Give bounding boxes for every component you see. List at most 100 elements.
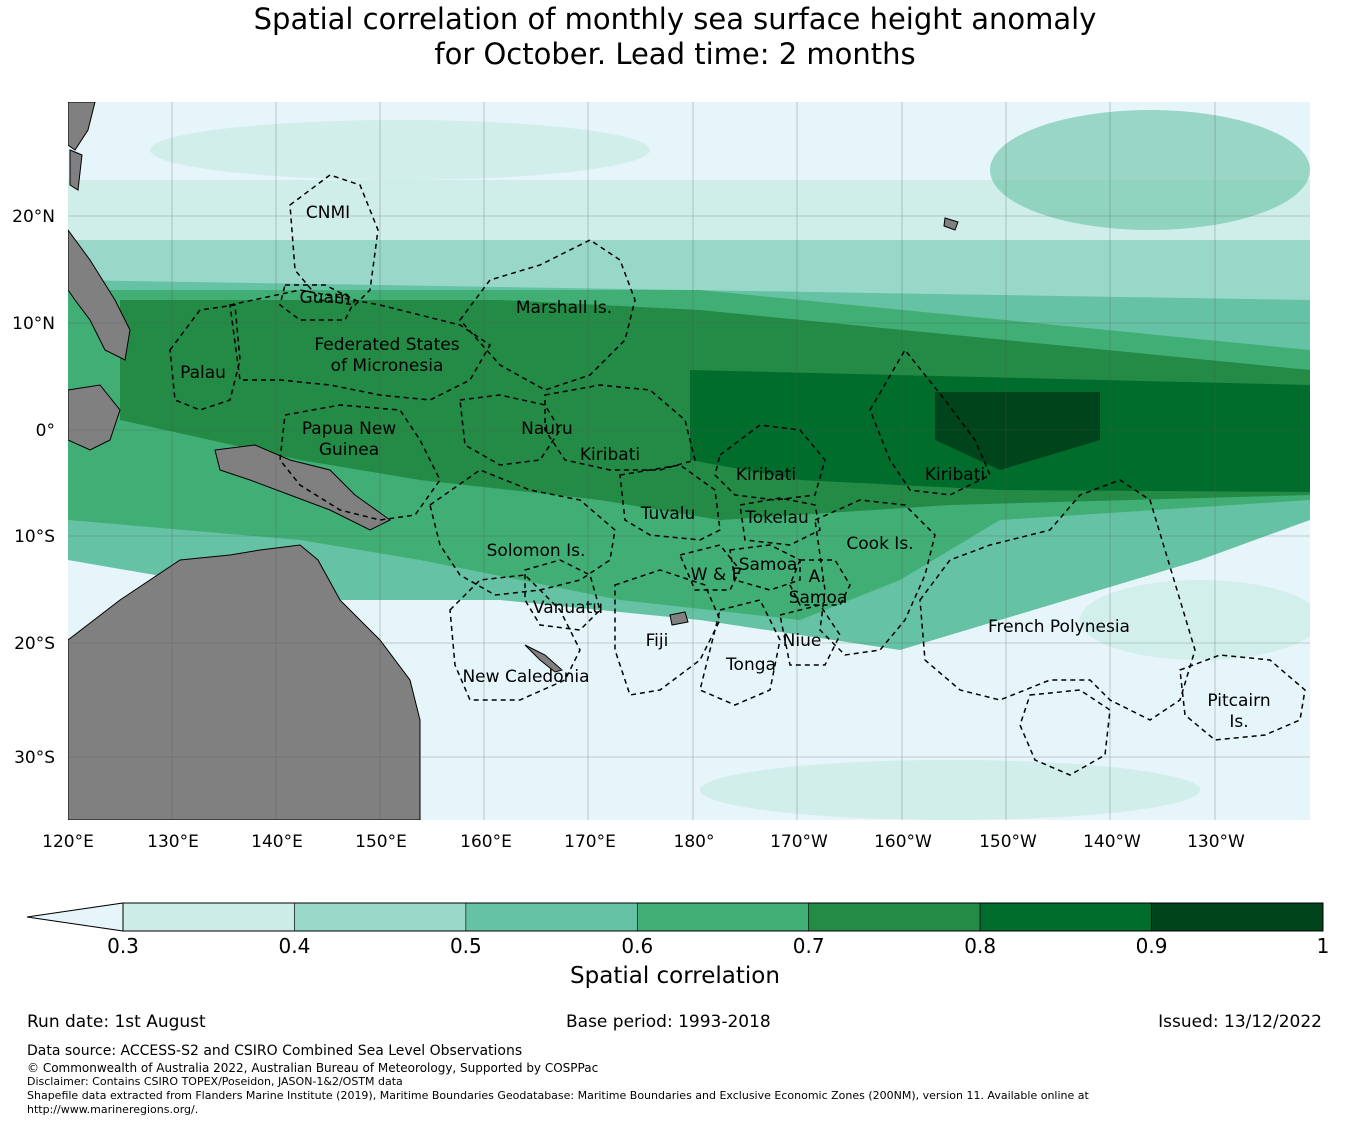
corr-blob-south	[700, 760, 1200, 820]
colorbar-ticks: 0.3 0.4 0.5 0.6 0.7 0.8 0.9 1	[107, 934, 1329, 958]
lon-tick-label: 160°W	[874, 832, 932, 852]
region-label: French Polynesia	[988, 617, 1130, 637]
eez-tokelau	[739, 497, 821, 546]
region-label: Federated States	[314, 335, 459, 355]
colorbar-segment	[122, 902, 295, 932]
lon-tick-label: 170°W	[770, 832, 828, 852]
region-label: Tokelau	[744, 508, 809, 528]
shapefile-credit: Shapefile data extracted from Flanders M…	[27, 1089, 1089, 1102]
eez-guam	[279, 284, 357, 321]
lon-tick-label: 140°E	[251, 832, 303, 852]
eez-pitcairn-west	[1019, 689, 1111, 776]
region-label: Guam	[300, 288, 351, 308]
corr-blob-northeast	[990, 110, 1310, 230]
region-label: Kiribati	[925, 465, 985, 485]
region-label: A.	[809, 567, 826, 587]
shapefile-url: http://www.marineregions.org/.	[27, 1103, 199, 1116]
lat-tick-label: 10°S	[14, 527, 55, 547]
lat-tick-label: 30°S	[14, 748, 55, 768]
data-source: Data source: ACCESS-S2 and CSIRO Combine…	[27, 1043, 523, 1059]
eez-new-caledonia	[449, 574, 581, 701]
eez-cook	[814, 499, 936, 656]
issued-date: Issued: 13/12/2022	[1158, 1012, 1322, 1032]
eez-cnmi	[289, 174, 379, 306]
land-china-coast	[68, 102, 96, 151]
eez-niue	[779, 604, 841, 666]
land-borneo-sulawesi	[68, 384, 121, 451]
correlation-field	[68, 110, 1310, 820]
lat-tick-label: 20°S	[14, 634, 55, 654]
eez-american-samoa	[789, 559, 851, 606]
land-fiji	[669, 611, 689, 626]
lon-tick-label: 130°W	[1187, 832, 1245, 852]
disclaimer: Disclaimer: Contains CSIRO TOPEX/Poseido…	[27, 1075, 403, 1088]
run-date: Run date: 1st August	[27, 1012, 206, 1032]
colorbar-label: Spatial correlation	[570, 963, 780, 989]
lat-tick-label: 0°	[36, 421, 55, 441]
land-australia	[68, 544, 421, 820]
colorbar: 0.3 0.4 0.5 0.6 0.7 0.8 0.9 1	[26, 902, 1329, 958]
colorbar-tick-label: 1	[1317, 934, 1330, 958]
corr-blob-southeast	[1080, 580, 1310, 660]
lat-axis-labels: 20°N 10°N 0° 10°S 20°S 30°S	[12, 207, 55, 768]
colorbar-tick-label: 0.4	[279, 934, 311, 958]
eez-marshall	[459, 239, 636, 391]
region-label: Is.	[1229, 712, 1248, 732]
colorbar-tick-label: 0.7	[793, 934, 825, 958]
eez-tonga	[699, 599, 781, 706]
colorbar-segment	[465, 902, 638, 932]
lon-tick-label: 130°E	[147, 832, 199, 852]
region-label: Samoa	[789, 588, 848, 608]
eez-fsm	[229, 289, 491, 401]
chart-title: Spatial correlation of monthly sea surfa…	[0, 2, 1350, 72]
lon-tick-label: 120°E	[42, 832, 94, 852]
region-label: Guinea	[319, 440, 379, 460]
eez-fiji	[614, 569, 721, 696]
region-label: New Caledonia	[462, 667, 589, 687]
lon-tick-label: 160°E	[460, 832, 512, 852]
colorbar-segment	[636, 902, 810, 932]
region-label: Solomon Is.	[487, 541, 586, 561]
colorbar-segment	[979, 902, 1152, 932]
eez-pitcairn	[1179, 654, 1306, 741]
region-label: of Micronesia	[331, 356, 444, 376]
corr-band-09	[935, 392, 1100, 470]
colorbar-tick-label: 0.8	[964, 934, 996, 958]
lat-tick-label: 10°N	[12, 314, 55, 334]
colorbar-tick-label: 0.9	[1136, 934, 1168, 958]
colorbar-tick-label: 0.5	[450, 934, 482, 958]
eez-boundaries	[169, 174, 1306, 776]
corr-blob-north	[150, 120, 650, 180]
region-label: Kiribati	[736, 465, 796, 485]
colorbar-segments	[122, 902, 1324, 932]
eez-french-polynesia	[919, 479, 1196, 721]
title-line-2: for October. Lead time: 2 months	[434, 37, 916, 71]
region-label: Vanuatu	[533, 598, 603, 618]
lon-axis-labels: 120°E 130°E 140°E 150°E 160°E 170°E 180°…	[42, 832, 1245, 852]
region-labels: CNMI Guam Marshall Is. Federated States …	[180, 203, 1271, 732]
eez-palau	[169, 304, 241, 411]
map-panel: CNMI Guam Marshall Is. Federated States …	[68, 102, 1310, 820]
eez-samoa	[729, 544, 801, 591]
eez-kiribati-line	[869, 348, 991, 496]
region-label: Papua New	[302, 419, 396, 439]
land	[68, 102, 959, 820]
eez-kiribati-phoenix	[714, 424, 826, 501]
region-label: Palau	[180, 363, 226, 383]
region-label: Tonga	[725, 655, 776, 675]
colorbar-tick-label: 0.3	[107, 934, 139, 958]
title-line-1: Spatial correlation of monthly sea surfa…	[253, 2, 1097, 36]
region-label: Tuvalu	[640, 504, 696, 524]
land-hawaii	[943, 217, 959, 231]
eez-wallis-futuna	[678, 544, 741, 591]
region-label: Nauru	[521, 419, 573, 439]
copyright: © Commonwealth of Australia 2022, Austra…	[27, 1061, 599, 1075]
lon-tick-label: 150°W	[979, 832, 1037, 852]
lat-tick-label: 20°N	[12, 207, 55, 227]
base-period: Base period: 1993-2018	[566, 1012, 771, 1032]
colorbar-tick-label: 0.6	[621, 934, 653, 958]
gridlines	[68, 102, 1310, 820]
region-label: Fiji	[646, 631, 669, 651]
region-label: Pitcairn	[1207, 691, 1270, 711]
